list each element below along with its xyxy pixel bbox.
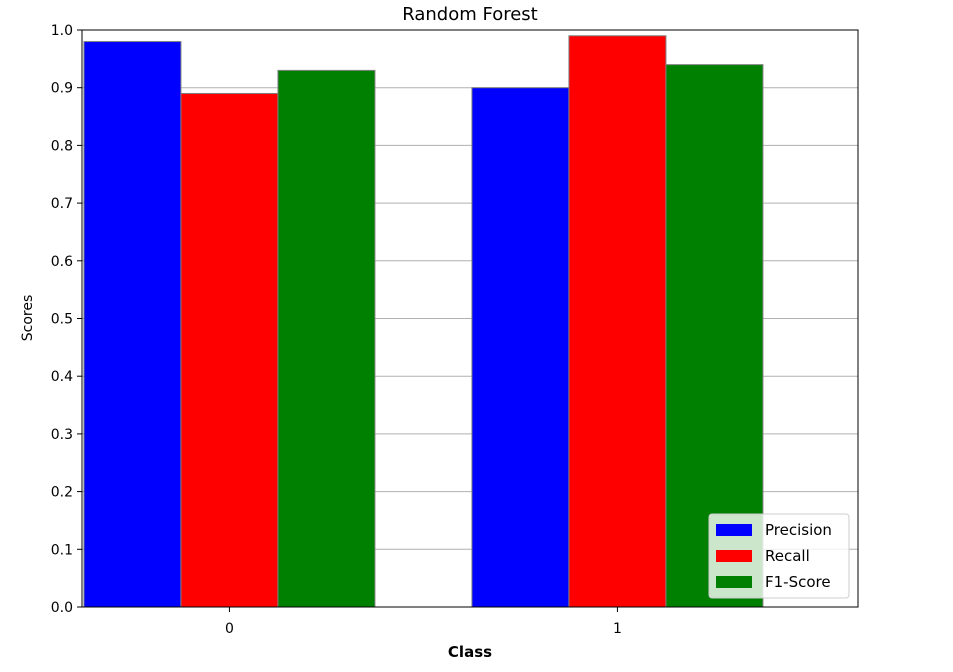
y-tick-label: 0.5 [51,312,73,328]
y-tick-label: 0.4 [51,369,73,385]
x-tick-label: 0 [225,621,234,637]
y-tick-label: 0.7 [51,196,73,212]
bar [277,69,376,608]
y-tick-label: 1.0 [51,23,73,39]
bar [471,87,570,608]
bar [83,41,182,608]
legend-swatch [716,550,752,562]
y-tick-label: 0.1 [51,542,73,558]
x-axis-label: Class [448,643,492,661]
bars [83,35,764,608]
chart-title: Random Forest [402,4,537,25]
y-tick-label: 0.8 [51,138,73,154]
bar [180,92,279,608]
y-axis-label: Scores [20,295,36,342]
legend-label: F1-Score [765,573,831,591]
y-tick-label: 0.0 [51,600,73,616]
legend-swatch [716,524,752,536]
y-tick-label: 0.6 [51,254,73,270]
legend-label: Precision [765,521,832,539]
legend-swatch [716,576,752,588]
x-tick-label: 1 [613,621,622,637]
y-tick-label: 0.9 [51,81,73,97]
y-tick-label: 0.3 [51,427,73,443]
bar [568,35,667,608]
legend: Precision Recall F1-Score [708,513,850,599]
legend-label: Recall [765,547,810,565]
y-tick-label: 0.2 [51,485,73,501]
y-axis-ticks: 0.0 0.1 0.2 0.3 0.4 0.5 0.6 0.7 0.8 0.9 1.0 [51,23,82,616]
